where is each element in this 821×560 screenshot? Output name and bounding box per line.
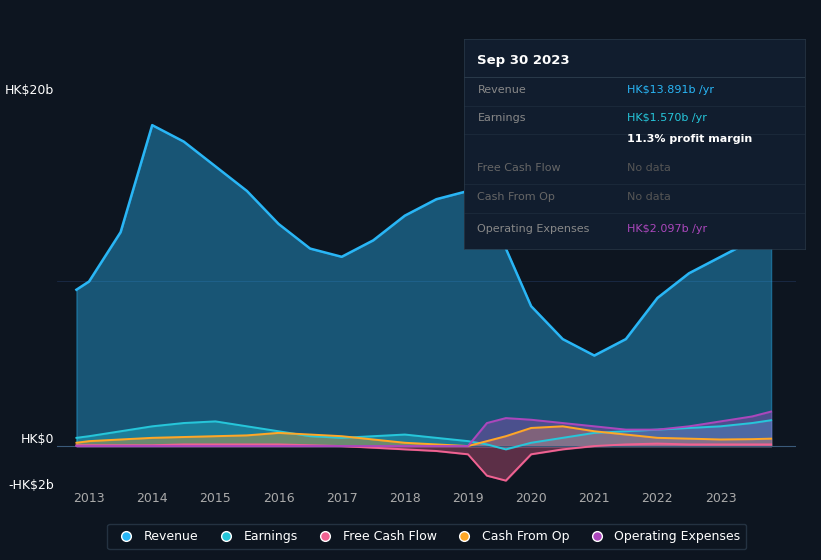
Text: Operating Expenses: Operating Expenses [478,224,589,234]
Text: HK$0: HK$0 [21,433,54,446]
Text: HK$20b: HK$20b [5,84,54,97]
Text: Free Cash Flow: Free Cash Flow [478,163,561,173]
Text: Earnings: Earnings [478,113,526,123]
Text: Sep 30 2023: Sep 30 2023 [478,54,570,67]
Text: Cash From Op: Cash From Op [478,193,555,203]
Text: -HK$2b: -HK$2b [8,479,54,492]
Text: Revenue: Revenue [478,85,526,95]
Text: No data: No data [627,163,672,173]
Text: HK$1.570b /yr: HK$1.570b /yr [627,113,707,123]
Text: 11.3% profit margin: 11.3% profit margin [627,134,753,144]
Text: HK$13.891b /yr: HK$13.891b /yr [627,85,714,95]
Text: HK$2.097b /yr: HK$2.097b /yr [627,224,708,234]
Legend: Revenue, Earnings, Free Cash Flow, Cash From Op, Operating Expenses: Revenue, Earnings, Free Cash Flow, Cash … [108,524,746,549]
Text: No data: No data [627,193,672,203]
